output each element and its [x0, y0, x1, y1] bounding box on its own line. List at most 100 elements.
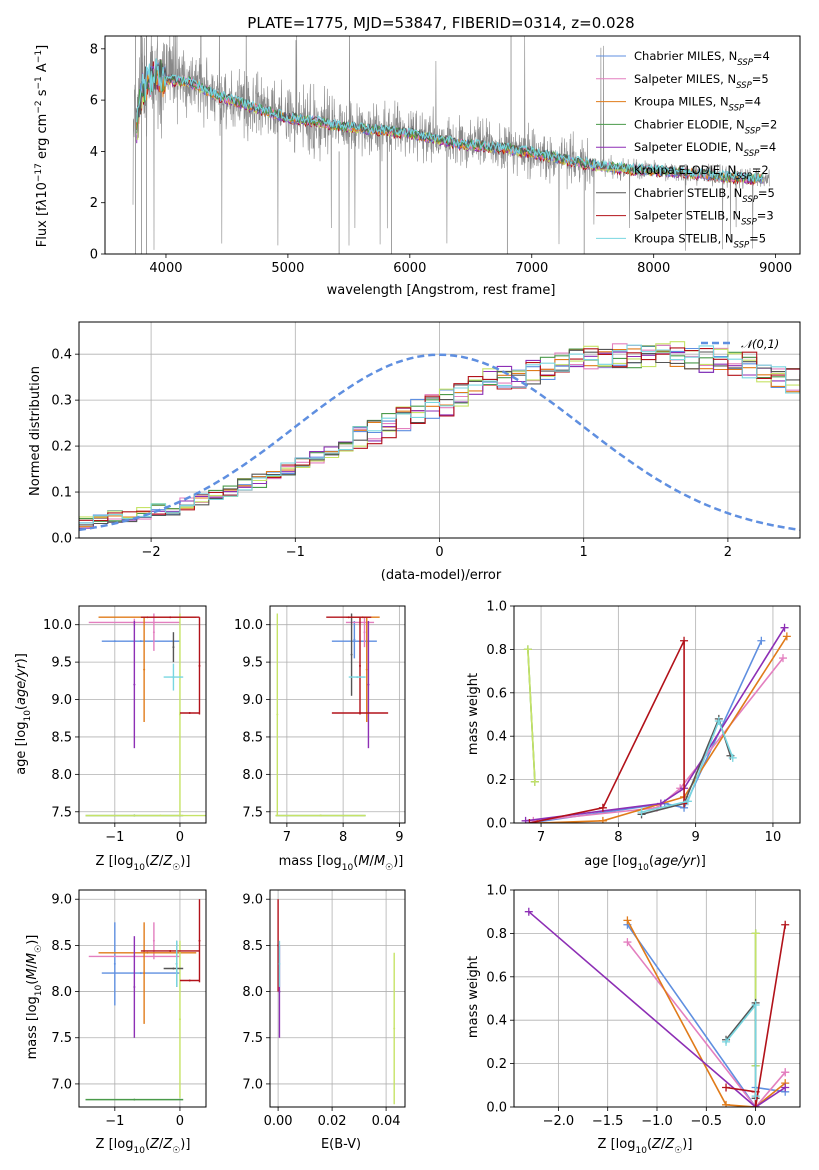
gauss-legend-label: 𝒩(0,1) [741, 337, 779, 351]
residuals-ylabel: Normed distribution [28, 366, 43, 496]
tick-label-x: 0.0 [745, 1114, 766, 1129]
tick-label-y: 0.0 [486, 1101, 507, 1116]
weight-line-krou_stel [725, 1002, 757, 1097]
legend-label-krou_stel: Kroupa STELIB, NSSP=5 [634, 231, 766, 250]
weight-marker-krou_miles [722, 1100, 731, 1107]
legend-sub: SSP [745, 126, 761, 136]
legend-label-krou_elod: Kroupa ELODIE, NSSP=2 [634, 163, 769, 182]
legend-sub: SSP [744, 149, 760, 159]
tick-label-x: 8 [339, 830, 347, 845]
point-salp_stel [359, 664, 361, 667]
point-chab_miles [139, 640, 142, 643]
axes-frame [513, 889, 801, 1108]
point-chab_miles [353, 638, 356, 641]
axes-frame [269, 889, 406, 1108]
tick-label-x: −1 [105, 1114, 124, 1129]
mass-weight-ylabel-bottom: mass weight [466, 956, 481, 1038]
tick-label-y: 7.5 [242, 1031, 263, 1046]
gaussian-curve [79, 353, 800, 532]
tick-label-y: 8.0 [51, 768, 72, 783]
legend-label-chab_miles: Chabrier MILES, NSSP=4 [634, 49, 770, 68]
age-xlabel: age [log10(age/yr)] [584, 854, 706, 873]
weight-marker-krou_stel [751, 1092, 760, 1101]
mass-ylabel: mass [log10(M/M☉)] [25, 935, 44, 1060]
point-chab_miles [113, 640, 116, 643]
weight-marker-krou_miles [623, 916, 632, 925]
histogram-salp_stel [79, 347, 800, 522]
point-krou_elod [393, 1027, 396, 1030]
tick-label-x: 10 [765, 830, 782, 845]
legend-sub: SSP [741, 218, 757, 228]
weight-line-krou_miles [626, 920, 786, 1107]
legend-sub: SSP [736, 172, 752, 182]
point-chab_miles [139, 972, 142, 975]
point-chab_miles [113, 962, 116, 965]
age-ylabel: age [log10(age/yr)] [14, 653, 33, 775]
point-salp_stel [198, 664, 201, 667]
tick-label-x: 9 [395, 830, 403, 845]
tick-label-x: 8 [614, 830, 622, 845]
point-salp_miles [363, 631, 366, 634]
tick-label-x: 5000 [271, 261, 304, 276]
weight-marker-krou_stel [714, 717, 723, 726]
weight-marker-krou_stel [683, 797, 692, 806]
legend-label-chab_elod: Chabrier ELODIE, NSSP=2 [634, 117, 777, 136]
histogram-chab_stel [79, 348, 800, 526]
spectrum-legend: Chabrier MILES, NSSP=4 Salpeter MILES, NS… [596, 49, 777, 250]
tick-label-x: −2.0 [543, 1114, 575, 1129]
point-salp_stel [188, 979, 191, 982]
histogram-krou_miles [79, 345, 800, 528]
tick-label-x: −1.0 [641, 1114, 673, 1129]
weight-marker-salp_miles [781, 1068, 790, 1077]
tick-label-y: 0.6 [486, 686, 507, 701]
tick-label-x: 0.00 [264, 1114, 293, 1129]
tick-label-y: 0.6 [486, 970, 507, 985]
weight-marker-salp_stel [680, 636, 689, 645]
axes-frame [513, 605, 801, 824]
tick-label-x: 9000 [759, 261, 792, 276]
axes-frame [78, 889, 207, 1108]
weight-marker-krou_elod [751, 929, 760, 938]
weight-marker-salp_miles [623, 938, 632, 947]
weight-line-krou_stel [641, 718, 734, 813]
tick-label-y: 0.8 [486, 643, 507, 658]
tick-label-x: 7 [537, 830, 545, 845]
legend-label-krou_miles: Kroupa MILES, NSSP=4 [634, 95, 761, 114]
legend-sub: SSP [742, 195, 758, 205]
tick-label-x: 0 [176, 830, 184, 845]
point-salp_elod [367, 683, 370, 686]
tick-label-y: 0.3 [51, 394, 72, 409]
tick-label-y: 8.5 [51, 730, 72, 745]
point-salp_elod [133, 985, 136, 988]
point-salp_stel [359, 712, 361, 715]
tick-label-y: 0.2 [51, 440, 72, 455]
tick-label-x: −1.5 [592, 1114, 624, 1129]
weight-marker-krou_miles [782, 632, 791, 641]
tick-label-x: 0 [435, 545, 443, 560]
tick-label-x: 6000 [393, 261, 426, 276]
legend-label-salp_miles: Salpeter MILES, NSSP=5 [634, 72, 769, 91]
weight-line-salp_elod [528, 911, 786, 1107]
tick-label-y: 6 [90, 94, 98, 109]
tick-label-x: 7 [283, 830, 291, 845]
tick-label-x: 0.02 [318, 1114, 347, 1129]
tick-label-y: 0.2 [486, 1057, 507, 1072]
point-chab_stel [172, 646, 175, 649]
spectrum-xlabel: wavelength [Angstrom, rest frame] [327, 283, 556, 298]
point-krou_elod [178, 1018, 181, 1021]
weight-marker-salp_elod [521, 816, 530, 823]
point-chab_stel [172, 967, 175, 970]
plot-area [521, 623, 791, 823]
weight-marker-salp_elod [656, 799, 665, 808]
weight-marker-salp_elod [524, 907, 533, 916]
weight-line-krou_elod [527, 649, 536, 782]
tick-label-y: 8.5 [242, 939, 263, 954]
point-salp_miles [152, 631, 155, 634]
plot-area [524, 907, 790, 1107]
tick-label-y: 9.0 [51, 893, 72, 908]
tick-label-y: 9.5 [51, 656, 72, 671]
legend-sub: SSP [729, 104, 745, 114]
plot-area [79, 341, 800, 532]
residuals-panel: −2 −1 0 1 2 0.0 0.1 0.2 0.3 0.4 (data-model)/erro… [28, 321, 801, 583]
